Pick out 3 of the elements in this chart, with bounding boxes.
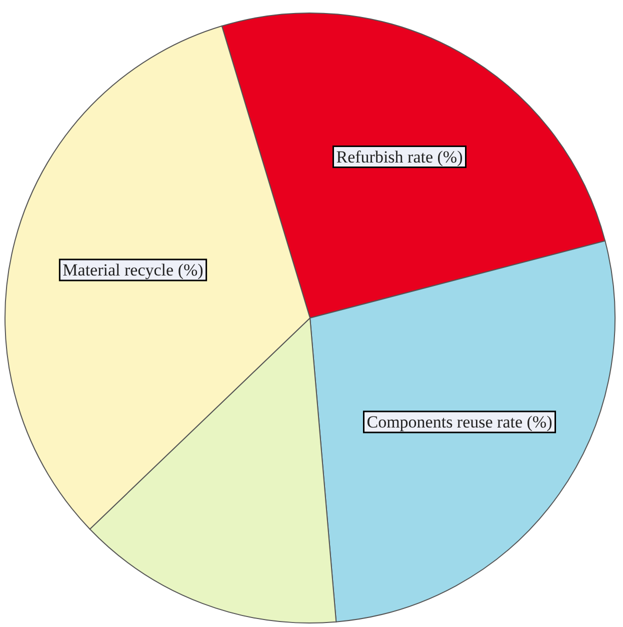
- slice-label: Components reuse rate (%): [366, 412, 552, 432]
- slice-label: Refurbish rate (%): [336, 147, 463, 166]
- slice-label: Material recycle (%): [62, 260, 204, 280]
